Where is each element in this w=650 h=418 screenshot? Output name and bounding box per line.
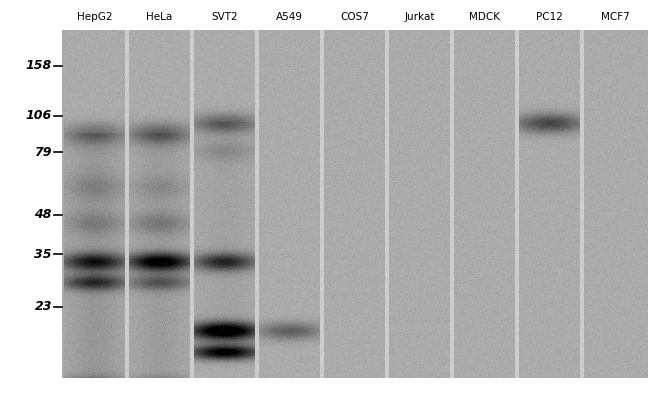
Text: COS7: COS7 <box>340 12 369 22</box>
Text: 79: 79 <box>34 146 52 159</box>
Text: 35: 35 <box>34 247 52 260</box>
Text: HepG2: HepG2 <box>77 12 112 22</box>
Text: 106: 106 <box>26 109 52 122</box>
Text: MCF7: MCF7 <box>601 12 629 22</box>
Text: A549: A549 <box>276 12 303 22</box>
Text: 158: 158 <box>26 59 52 72</box>
Text: SVT2: SVT2 <box>211 12 238 22</box>
Text: 23: 23 <box>34 300 52 313</box>
Text: 48: 48 <box>34 208 52 221</box>
Text: MDCK: MDCK <box>469 12 500 22</box>
Text: HeLa: HeLa <box>146 12 173 22</box>
Text: Jurkat: Jurkat <box>404 12 435 22</box>
Text: PC12: PC12 <box>536 12 563 22</box>
